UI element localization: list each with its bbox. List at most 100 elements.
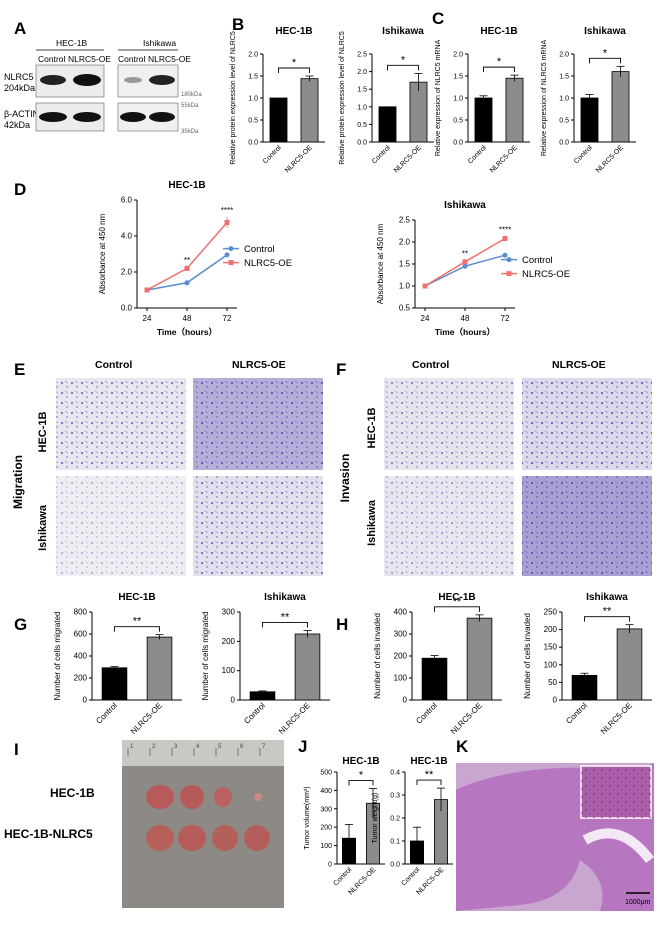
y-tick-label: 1.0 xyxy=(357,104,367,111)
y-tick-label: 200 xyxy=(320,825,332,832)
significance-marker: **** xyxy=(499,226,511,235)
tumor xyxy=(214,787,232,807)
y-tick-label: 300 xyxy=(394,630,408,639)
y-tick-label: 50 xyxy=(548,678,557,687)
chart-j2: HEC-1B 0.0 0.1 0.2 0.3 0.4 Tumor weight(g) Cont… xyxy=(372,756,453,896)
y-tick-label: 0.4 xyxy=(390,770,400,777)
wb-marker-180: 180kDa xyxy=(181,92,202,98)
bar-control xyxy=(101,667,128,701)
panel-letter-d: D xyxy=(14,180,26,199)
wb-cell-line-hec1b: HEC-1B xyxy=(56,38,88,48)
chart-title: HEC-1B xyxy=(480,26,517,37)
y-tick-label: 2.0 xyxy=(357,69,367,76)
y-axis-label: Relative protein expression level of NLR… xyxy=(339,31,346,165)
y-tick-label: 2.0 xyxy=(248,52,258,59)
e-row-ishikawa: Ishikawa xyxy=(37,504,49,551)
y-tick-label: 1.0 xyxy=(453,96,463,103)
bar-nlrc5-oe xyxy=(300,78,319,143)
category-label: Control xyxy=(573,144,594,165)
significance-marker: ** xyxy=(453,596,462,608)
tumor xyxy=(254,793,262,801)
y-tick-label: 200 xyxy=(394,652,408,661)
x-axis-label: Time（hours） xyxy=(157,327,217,337)
category-label: Control xyxy=(414,701,439,726)
wb-lane-3: Control xyxy=(118,54,146,64)
category-label: NLRC5-OE xyxy=(595,144,625,174)
ruler xyxy=(122,740,284,766)
bar-control xyxy=(580,97,599,143)
category-label: Control xyxy=(332,866,353,887)
y-tick-label: 200 xyxy=(544,625,558,634)
e-col-control: Control xyxy=(95,359,132,371)
significance-marker: * xyxy=(292,57,297,69)
ruler-number: 1 xyxy=(130,744,134,750)
y-tick-label: 100 xyxy=(222,666,236,675)
f-col-control: Control xyxy=(412,359,449,371)
e-col-oe: NLRC5-OE xyxy=(232,359,286,371)
y-axis-label: Number of cells migrated xyxy=(201,612,210,701)
bar-nlrc5-oe xyxy=(505,77,524,143)
y-tick-label: 2.5 xyxy=(357,52,367,59)
y-tick-label: 0 xyxy=(403,696,408,705)
significance-bracket xyxy=(278,67,310,73)
panel-letter-g: G xyxy=(14,615,27,634)
wb-nlrc5-kda: 204kDa xyxy=(4,83,35,93)
y-tick-label: 0.5 xyxy=(399,304,411,313)
y-tick-label: 1.5 xyxy=(357,87,367,94)
y-tick-label: 1.5 xyxy=(399,260,411,269)
panel-letter-i: I xyxy=(14,740,19,759)
tumor xyxy=(244,825,270,851)
wb-nlrc5-label: NLRC5 xyxy=(4,72,34,82)
significance-marker: ** xyxy=(281,611,290,623)
panel-letter-f: F xyxy=(336,360,346,379)
chart-g2: Ishikawa 0 100 200 300 Number of cells migrat… xyxy=(201,592,330,736)
significance-bracket xyxy=(483,66,515,73)
wb-actin-kda: 42kDa xyxy=(4,120,30,130)
x-tick-label: 72 xyxy=(501,314,510,323)
y-tick-label: 2.0 xyxy=(453,52,463,59)
chart-b2: Ishikawa 0.0 0.5 1.0 1.5 2.0 2.5 Relative prote… xyxy=(339,26,434,174)
y-tick-label: 800 xyxy=(74,608,88,617)
category-label: NLRC5-OE xyxy=(489,144,519,174)
bar-nlrc5-oe xyxy=(146,636,173,701)
x-tick-label: 24 xyxy=(143,314,152,323)
y-tick-label: 0.0 xyxy=(248,140,258,147)
significance-marker: ** xyxy=(184,256,190,265)
panel-letter-h: H xyxy=(336,615,348,634)
y-axis-label: Relative expression of NLRC5 mRNA xyxy=(541,40,548,157)
chart-d2: Ishikawa 0.5 1.0 1.5 2.0 2.5 Absorbance at 450… xyxy=(376,200,570,337)
category-label: NLRC5-OE xyxy=(129,701,164,736)
xeno-row-hec1b-nlrc5: HEC-1B-NLRC5 xyxy=(4,827,93,841)
wb-lane-4: NLRC5-OE xyxy=(148,54,191,64)
y-tick-label: 200 xyxy=(222,637,236,646)
y-tick-label: 6.0 xyxy=(121,196,133,205)
significance-marker: ** xyxy=(462,249,468,258)
chart-g1: HEC-1B 0 200 400 600 800 Number of cells migra… xyxy=(53,592,182,736)
he-stain: 1000μm xyxy=(456,763,654,911)
chart-title: Ishikawa xyxy=(444,200,486,211)
wb-marker-35: 35kDa xyxy=(181,129,199,135)
y-tick-label: 250 xyxy=(544,608,558,617)
chart-title: Ishikawa xyxy=(264,592,306,603)
chart-title: HEC-1B xyxy=(275,26,312,37)
category-label: NLRC5-OE xyxy=(284,144,314,174)
wb-lane-1: Control xyxy=(38,54,66,64)
chart-title: Ishikawa xyxy=(586,592,628,603)
y-tick-label: 200 xyxy=(74,674,88,683)
significance-bracket xyxy=(387,64,419,71)
y-tick-label: 2.5 xyxy=(399,216,411,225)
y-tick-label: 0.0 xyxy=(121,304,133,313)
bar-control xyxy=(269,97,288,143)
y-axis-label: Absorbance at 450 nm xyxy=(98,213,107,294)
chart-b1: HEC-1B 0.0 0.5 1.0 1.5 2.0 Relative protein ex… xyxy=(230,26,325,174)
panel-letter-c: C xyxy=(432,9,444,28)
x-tick-label: 24 xyxy=(421,314,430,323)
bar-control xyxy=(378,106,397,143)
bar-nlrc5-oe xyxy=(409,81,428,143)
significance-bracket xyxy=(584,616,630,622)
y-tick-label: 150 xyxy=(544,643,558,652)
significance-marker: * xyxy=(497,56,502,68)
chart-title: HEC-1B xyxy=(118,592,155,603)
panel-letter-b: B xyxy=(232,15,244,34)
significance-marker: * xyxy=(401,54,406,66)
